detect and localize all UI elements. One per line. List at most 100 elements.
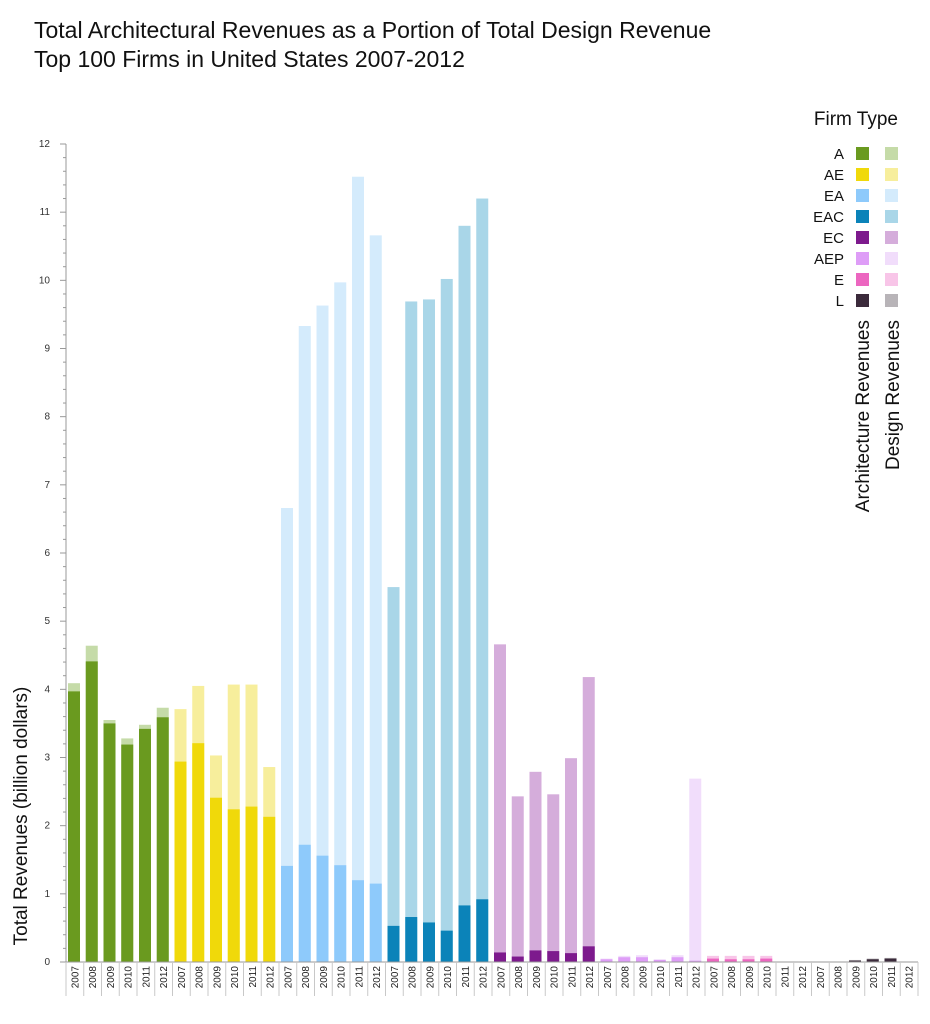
x-tick-label: 2008 — [727, 966, 738, 989]
legend-swatch-architecture-e — [856, 273, 869, 286]
y-tick-label: 1 — [44, 889, 50, 900]
x-tick-label: 2011 — [674, 966, 685, 988]
x-tick-label: 2007 — [177, 966, 188, 989]
bar-architecture-ae-2012 — [263, 816, 276, 962]
x-tick-label: 2010 — [443, 966, 454, 989]
x-tick-label: 2012 — [798, 966, 809, 989]
bar-architecture-l-2009 — [849, 960, 861, 962]
x-tick-label: 2010 — [550, 966, 561, 989]
bar-architecture-ec-2010 — [547, 951, 560, 962]
legend-label-a: A — [834, 146, 844, 163]
x-tick-label: 2012 — [372, 966, 383, 989]
y-tick-label: 8 — [44, 412, 50, 423]
legend: Firm Type A AE EA EAC EC AEP EL Architecture Rev… — [813, 109, 904, 512]
legend-swatch-design-ea — [885, 189, 898, 202]
bar-design-ea-2011 — [352, 176, 364, 963]
bar-architecture-aep-2010 — [653, 959, 666, 962]
x-tick-label: 2012 — [692, 966, 703, 989]
bar-architecture-ae-2008 — [192, 743, 205, 962]
legend-label-ae: AE — [824, 167, 844, 184]
x-tick-label: 2009 — [851, 966, 862, 989]
legend-label-ea: EA — [824, 188, 844, 205]
bar-design-ec-2011 — [565, 758, 577, 962]
bar-architecture-ea-2008 — [298, 844, 311, 962]
bar-design-ea-2009 — [316, 305, 329, 962]
bar-architecture-aep-2007 — [600, 959, 613, 962]
bar-architecture-ea-2012 — [369, 883, 382, 962]
bar-architecture-aep-2011 — [671, 957, 684, 962]
bar-design-e-2008 — [724, 955, 737, 962]
x-tick-label: 2010 — [763, 966, 774, 989]
bar-architecture-a-2012 — [156, 717, 169, 962]
legend-label-l: L — [836, 293, 844, 310]
legend-label-eac: EAC — [813, 209, 844, 226]
x-tick-label: 2011 — [780, 966, 791, 988]
legend-label-e: E — [834, 272, 844, 289]
legend-swatch-design-ae — [885, 168, 898, 181]
bar-architecture-ec-2008 — [511, 956, 524, 962]
y-tick-label: 5 — [44, 616, 50, 627]
x-tick-label: 2010 — [230, 966, 241, 989]
legend-swatch-design-eac — [885, 210, 898, 223]
x-tick-label: 2010 — [869, 966, 880, 989]
x-tick-label: 2011 — [141, 966, 152, 988]
x-tick-label: 2010 — [124, 966, 135, 989]
x-tick-label: 2012 — [159, 966, 170, 989]
bar-architecture-eac-2008 — [405, 917, 418, 962]
x-tick-label: 2008 — [408, 966, 419, 989]
y-tick-label: 11 — [40, 207, 51, 218]
x-tick-label: 2008 — [514, 966, 525, 989]
x-tick-label: 2008 — [195, 966, 206, 989]
bar-design-eac-2012 — [476, 198, 489, 963]
bar-design-e-2009 — [742, 955, 755, 962]
bar-design-ea-2007 — [281, 508, 293, 962]
x-tick-label: 2008 — [88, 966, 99, 989]
y-tick-label: 12 — [39, 139, 51, 150]
plot-area — [68, 176, 897, 963]
bar-architecture-a-2010 — [121, 744, 134, 962]
bar-architecture-l-2011 — [884, 958, 897, 962]
legend-swatch-architecture-l — [856, 294, 869, 307]
y-tick-label: 3 — [44, 753, 50, 764]
bar-architecture-ea-2011 — [352, 880, 364, 962]
bar-design-ea-2010 — [334, 282, 347, 963]
bar-architecture-eac-2010 — [440, 930, 453, 962]
bar-architecture-eac-2011 — [458, 905, 471, 962]
y-tick-label: 9 — [44, 344, 50, 355]
bar-architecture-e-2008 — [724, 959, 737, 962]
x-tick-label: 2010 — [337, 966, 348, 989]
legend-column-design: Design Revenues — [883, 320, 904, 470]
x-tick-label: 2011 — [567, 966, 578, 988]
x-tick-label: 2007 — [70, 966, 81, 989]
bar-design-ea-2012 — [369, 235, 382, 963]
legend-swatch-architecture-aep — [856, 252, 869, 265]
y-axis-label: Total Revenues (billion dollars) — [11, 687, 32, 946]
legend-swatch-architecture-a — [856, 147, 869, 160]
legend-swatch-architecture-ec — [856, 231, 869, 244]
bar-architecture-a-2009 — [103, 723, 116, 962]
bar-design-aep-2012 — [689, 778, 702, 962]
bar-design-ec-2009 — [529, 771, 542, 962]
x-tick-label: 2009 — [638, 966, 649, 989]
bar-design-ec-2008 — [511, 796, 524, 962]
bar-architecture-aep-2009 — [636, 957, 648, 962]
chart-subtitle: Top 100 Firms in United States 2007-2012 — [34, 46, 465, 72]
x-tick-label: 2012 — [479, 966, 490, 989]
x-tick-label: 2012 — [905, 966, 916, 989]
bar-design-ec-2010 — [547, 794, 560, 962]
legend-swatch-design-e — [885, 273, 898, 286]
bar-architecture-ae-2007 — [174, 761, 187, 962]
legend-swatch-architecture-eac — [856, 210, 869, 223]
bar-architecture-ae-2011 — [245, 806, 258, 962]
x-axis: 2007 2008 2009 2010 2011 2012 2007 2008 2009 2010… — [65, 961, 919, 996]
bar-architecture-ec-2012 — [582, 946, 595, 962]
bar-architecture-eac-2012 — [476, 899, 489, 962]
bar-design-ec-2007 — [494, 644, 506, 962]
bar-design-eac-2009 — [423, 299, 435, 962]
bar-architecture-a-2008 — [85, 661, 98, 962]
bar-architecture-a-2007 — [68, 691, 80, 962]
y-tick-label: 0 — [44, 957, 50, 968]
bar-architecture-a-2011 — [139, 728, 151, 962]
bar-design-eac-2010 — [440, 278, 453, 963]
